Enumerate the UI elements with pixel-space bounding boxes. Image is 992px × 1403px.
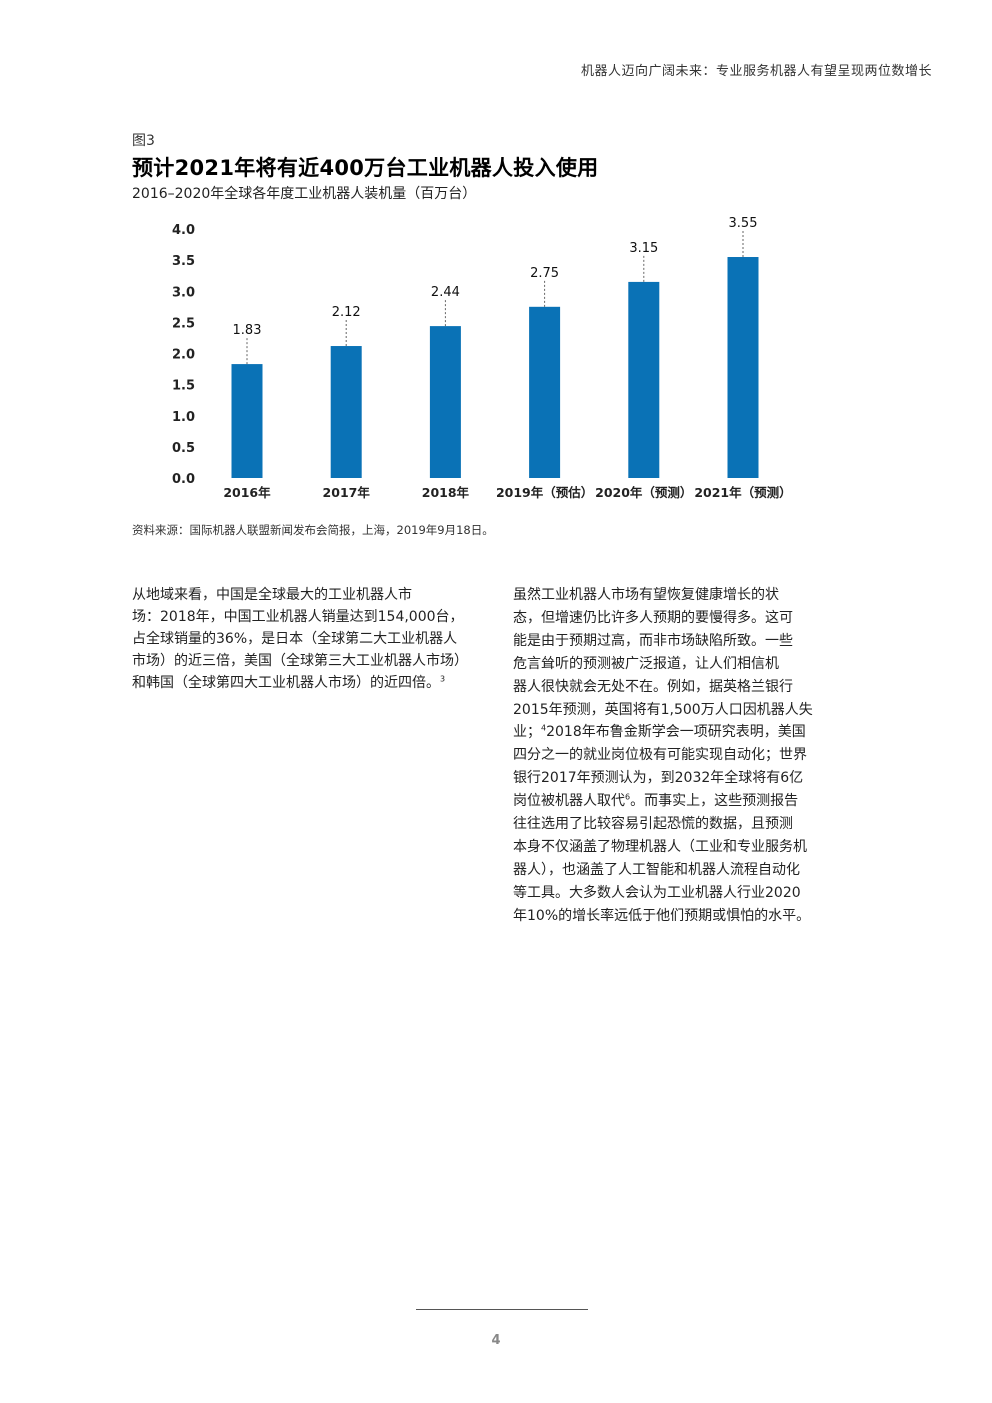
- body-line: 岗位被机器人取代6。而事实上，这些预测报告: [513, 790, 853, 813]
- x-tick-label: 2016年: [223, 485, 271, 500]
- body-line: 危言耸听的预测被广泛报道，让人们相信机: [513, 655, 779, 672]
- body-text: 和韩国（全球第四大工业机器人市场）的近四倍。: [132, 675, 440, 691]
- bar: [628, 281, 660, 478]
- body-line: 四分之一的就业岗位极有可能实现自动化；世界: [513, 747, 807, 764]
- y-tick-label: 1.0: [172, 410, 195, 425]
- data-label: 3.55: [729, 216, 758, 231]
- body-line: 占全球销量的36%，是日本（全球第二大工业机器人: [132, 631, 458, 647]
- body-line: 往往选用了比较容易引起恐慌的数据，且预测: [513, 816, 793, 833]
- y-tick-label: 1.5: [172, 379, 195, 394]
- body-line: 和韩国（全球第四大工业机器人市场）的近四倍。3: [132, 672, 482, 694]
- body-text: 2018年布鲁金斯学会一项研究表明，美国: [546, 724, 806, 741]
- x-tick-label: 2019年（预估）: [496, 485, 593, 500]
- bar: [330, 346, 362, 478]
- body-right-column: 虽然工业机器人市场有望恢复健康增长的状 态，但增速仍比许多人预期的要慢得多。这可…: [513, 584, 853, 928]
- x-tick-label: 2018年: [422, 485, 470, 500]
- footer-rule: [416, 1309, 588, 1310]
- data-label: 2.75: [530, 266, 559, 281]
- data-label: 1.83: [233, 323, 262, 338]
- body-text: 业；: [513, 724, 541, 741]
- x-tick-label: 2020年（预测）: [595, 485, 692, 500]
- bar: [529, 306, 561, 478]
- body-line: 银行2017年预测认为，到2032年全球将有6亿: [513, 770, 804, 787]
- y-tick-label: 4.0: [172, 223, 195, 238]
- data-label: 3.15: [629, 241, 658, 256]
- bar: [727, 257, 759, 478]
- body-line: 本身不仅涵盖了物理机器人（工业和专业服务机: [513, 838, 807, 855]
- figure-subtitle: 2016–2020年全球各年度工业机器人装机量（百万台）: [132, 186, 477, 202]
- footnote-ref: 6: [625, 792, 631, 802]
- y-tick-label: 3.5: [172, 254, 195, 269]
- bar-chart: 0.0 0.5 1.0 1.5 2.0 2.5 3.0 3.5 4.0 1.83 2016年 2.12…: [172, 216, 792, 500]
- x-tick-label: 2017年: [323, 485, 371, 500]
- bar: [429, 326, 461, 478]
- y-tick-label: 0.0: [172, 472, 195, 487]
- y-tick-label: 3.0: [172, 285, 195, 300]
- bar: [231, 364, 263, 478]
- body-line: 从地域来看，中国是全球最大的工业机器人市: [132, 587, 412, 603]
- body-line: 业；42018年布鲁金斯学会一项研究表明，美国: [513, 721, 853, 744]
- body-line: 器人），也涵盖了人工智能和机器人流程自动化: [513, 861, 800, 878]
- body-line: 虽然工业机器人市场有望恢复健康增长的状: [513, 587, 779, 603]
- body-line: 态，但增速仍比许多人预期的要慢得多。这可: [513, 609, 793, 626]
- body-left-column: 从地域来看，中国是全球最大的工业机器人市 场：2018年，中国工业机器人销量达到…: [132, 584, 482, 694]
- body-line: 器人很快就会无处不在。例如，据英格兰银行: [513, 678, 793, 695]
- x-tick-label: 2021年（预测）: [694, 485, 791, 500]
- body-line: 能是由于预期过高，而非市场缺陷所致。一些: [513, 632, 793, 649]
- y-tick-label: 2.5: [172, 316, 195, 331]
- body-text: 。而事实上，这些预测报告: [630, 793, 799, 810]
- body-text: 岗位被机器人取代: [513, 793, 625, 810]
- body-line: 等工具。大多数人会认为工业机器人行业2020: [513, 884, 801, 901]
- page-number: 4: [491, 1333, 501, 1348]
- data-label: 2.44: [431, 285, 460, 300]
- body-line: 市场）的近三倍，美国（全球第三大工业机器人市场）: [132, 653, 468, 669]
- data-label: 2.12: [332, 305, 361, 320]
- footnote-ref: 4: [541, 723, 547, 733]
- body-line: 年10%的增长率远低于他们预期或惧怕的水平。: [513, 907, 811, 924]
- y-tick-label: 2.0: [172, 348, 195, 363]
- figure-label: 图3: [132, 133, 155, 149]
- figure-title: 预计2021年将有近400万台工业机器人投入使用: [132, 156, 599, 180]
- body-line: 2015年预测，英国将有1,500万人口因机器人失: [513, 701, 813, 718]
- running-header: 机器人迈向广阔未来：专业服务机器人有望呈现两位数增长: [580, 64, 932, 79]
- body-line: 场：2018年，中国工业机器人销量达到154,000台，: [132, 609, 464, 625]
- y-tick-label: 0.5: [172, 441, 195, 456]
- source-note: 资料来源：国际机器人联盟新闻发布会简报，上海，2019年9月18日。: [132, 523, 494, 537]
- footnote-ref: 3: [440, 674, 446, 684]
